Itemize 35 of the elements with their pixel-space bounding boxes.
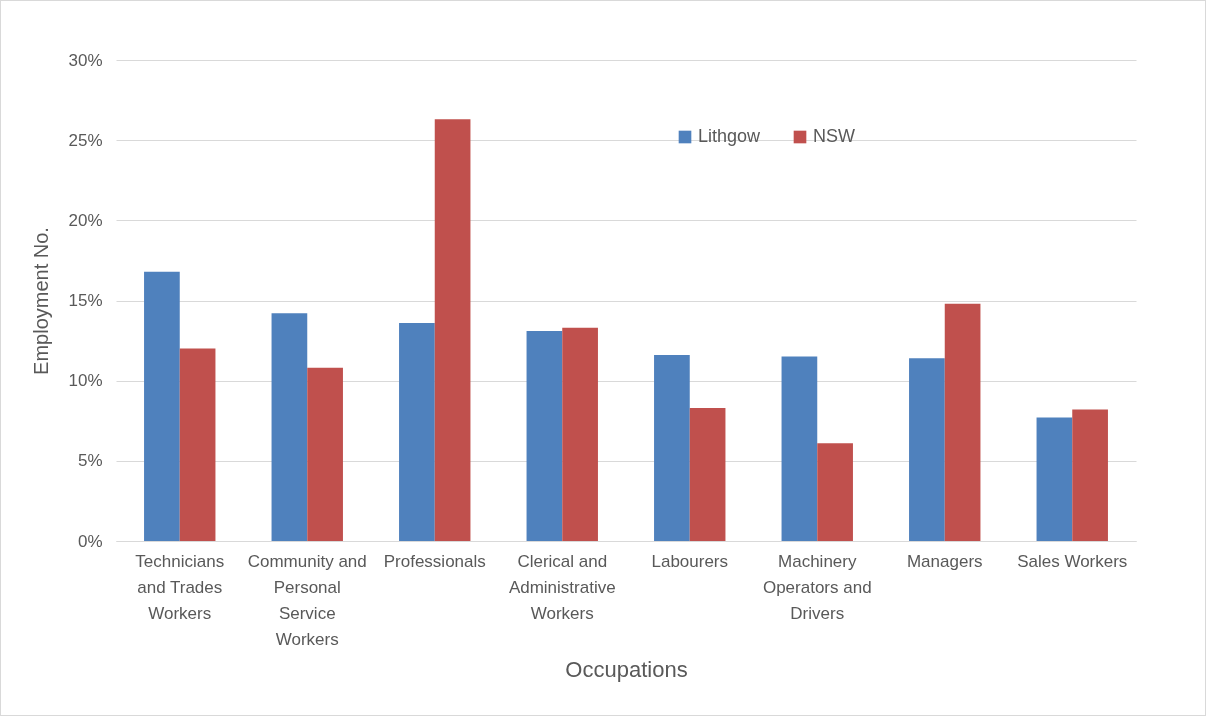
legend-label: NSW	[813, 126, 855, 146]
x-tick-label: Technicians and Trades Workers	[135, 551, 225, 623]
y-tick-label: 5%	[77, 451, 103, 471]
bar	[526, 330, 563, 541]
bar	[689, 407, 726, 541]
y-tick-label: 15%	[68, 291, 103, 310]
y-tick-label: 30%	[68, 50, 103, 70]
bar	[144, 271, 180, 541]
x-tick-label: Community and Personal Service Workers	[247, 551, 367, 649]
y-axis-title: Employment No.	[30, 227, 53, 375]
bar	[271, 313, 308, 541]
x-axis-title: Occupations	[565, 656, 688, 682]
legend-label: Lithgow	[698, 126, 762, 146]
y-tick-label: 20%	[68, 210, 103, 230]
y-tick-label: 25%	[68, 130, 103, 150]
bar	[434, 119, 471, 541]
bar	[1072, 409, 1108, 541]
bar	[654, 355, 690, 541]
bar	[817, 443, 853, 541]
x-tick-label: Sales Workers	[1017, 551, 1128, 571]
bar	[781, 356, 818, 541]
x-tick-label: Labourers	[651, 551, 729, 571]
bar	[1036, 417, 1073, 541]
bar	[909, 358, 945, 541]
y-tick-label: 0%	[77, 531, 103, 551]
x-tick-label: Clerical and Administrative Workers	[508, 551, 616, 623]
y-tick-label: 10%	[68, 371, 103, 391]
x-tick-label: Managers	[906, 551, 983, 571]
x-tick-label: Professionals	[383, 551, 486, 571]
bar	[179, 348, 216, 541]
bar	[562, 327, 598, 541]
x-tick-label: Machinery Operators and Drivers	[762, 551, 872, 623]
bar	[944, 303, 981, 541]
bar	[307, 367, 343, 541]
bar	[399, 322, 435, 541]
